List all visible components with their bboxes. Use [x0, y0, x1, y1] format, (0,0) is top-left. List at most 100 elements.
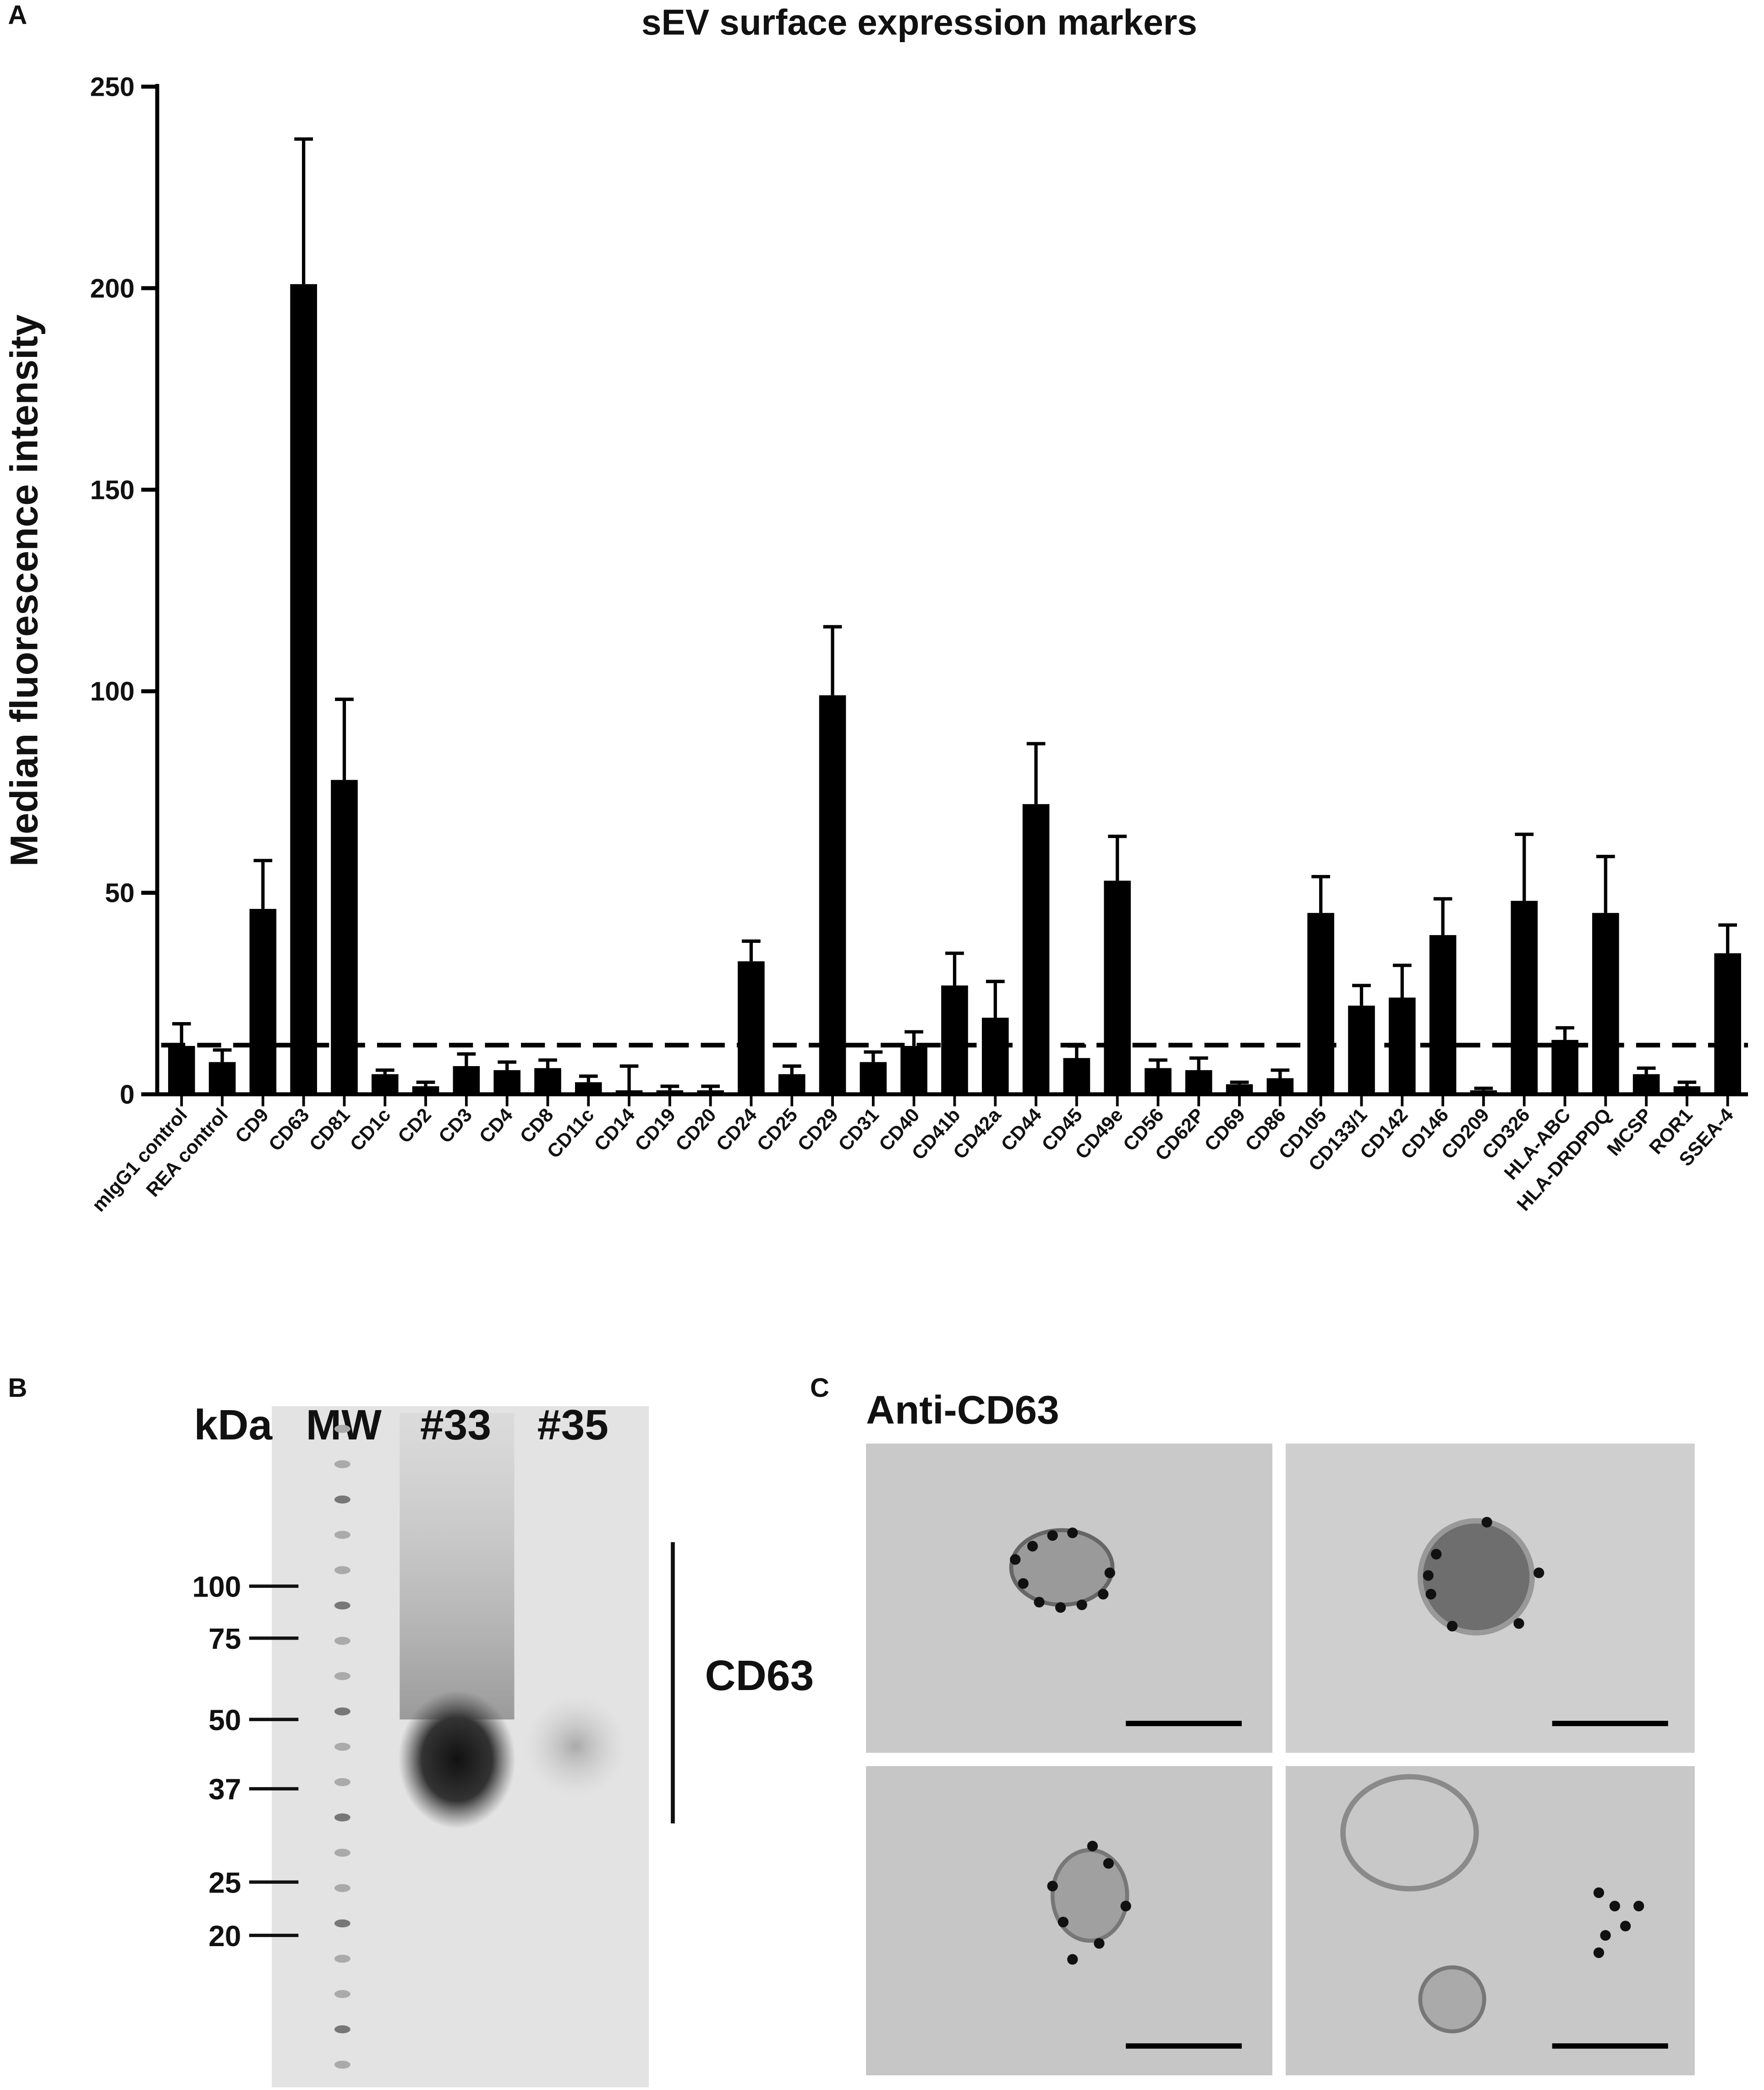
x-tick-label: CD1c [345, 1104, 394, 1155]
bar [1470, 1090, 1497, 1094]
marker-label: 20 [208, 1920, 241, 1953]
x-tick-label: CD14 [590, 1104, 639, 1155]
ladder-band [334, 1813, 351, 1822]
x-tick-label: CD3 [434, 1104, 476, 1147]
ladder-band [334, 1531, 351, 1539]
bar [1348, 1006, 1375, 1094]
panel-label: C [810, 1373, 829, 1403]
ladder-band [334, 1566, 351, 1575]
micrograph [1286, 1766, 1695, 2075]
x-tick-label: CD4 [475, 1104, 517, 1147]
ladder-band [334, 2060, 351, 2069]
bar [1226, 1084, 1253, 1094]
smear [400, 1413, 515, 1720]
bar [208, 1062, 236, 1094]
band [398, 1690, 516, 1829]
y-tick-label: 200 [90, 274, 135, 303]
bar [371, 1074, 399, 1094]
y-tick-label: 150 [90, 475, 135, 505]
micrograph [1286, 1443, 1695, 1753]
micrograph-title: Anti-CD63 [866, 1388, 1059, 1432]
bar [615, 1090, 643, 1094]
bar [1022, 804, 1050, 1094]
x-tick-label: CD19 [630, 1104, 679, 1155]
x-tick-label: CD81 [305, 1104, 354, 1155]
bar [697, 1090, 724, 1094]
y-tick-label: 100 [90, 677, 135, 706]
ladder-band [334, 1601, 351, 1610]
x-tick-label: CD31 [834, 1104, 883, 1155]
bar [1714, 953, 1742, 1094]
bar [168, 1046, 195, 1094]
x-tick-label: CD24 [712, 1104, 761, 1155]
bar [941, 985, 968, 1094]
bar [981, 1018, 1009, 1094]
ladder-band [334, 1495, 351, 1504]
bar [1185, 1070, 1212, 1094]
bar [249, 908, 277, 1094]
x-tick-label: CD20 [671, 1104, 720, 1155]
bar [1673, 1086, 1701, 1094]
bar [1511, 901, 1538, 1094]
bar [412, 1086, 439, 1094]
x-tick-label: CD44 [997, 1104, 1046, 1155]
lane-label: kDa [194, 1401, 273, 1449]
bar [1145, 1068, 1172, 1094]
y-tick-label: 50 [105, 878, 135, 908]
y-tick-label: 250 [90, 72, 135, 102]
marker-label: 25 [208, 1866, 241, 1899]
bar [575, 1082, 602, 1094]
panel-label: B [8, 1373, 27, 1403]
lane-label: MW [306, 1401, 382, 1449]
lane-label: #33 [420, 1401, 491, 1449]
ladder-band [334, 1672, 351, 1680]
bar [1307, 913, 1334, 1094]
band-label: CD63 [705, 1652, 814, 1699]
ladder-band [334, 1990, 351, 1998]
ladder-band [334, 2025, 351, 2034]
bar [656, 1090, 684, 1094]
ladder-band [334, 1954, 351, 1963]
x-tick-label: CD63 [264, 1104, 313, 1155]
bar [819, 695, 846, 1094]
bar [290, 284, 317, 1094]
ladder-band [334, 1707, 351, 1716]
bar [1429, 935, 1457, 1094]
marker-label: 75 [208, 1622, 241, 1655]
ladder-band [334, 1919, 351, 1928]
ladder-band [334, 1743, 351, 1751]
bar [1104, 881, 1131, 1094]
ladder-band [334, 1884, 351, 1892]
ladder-band [334, 1778, 351, 1786]
ladder-band [334, 1636, 351, 1645]
bar [331, 780, 358, 1094]
marker-label: 37 [208, 1773, 241, 1806]
x-tick-label: CD2 [394, 1104, 435, 1147]
ladder-band [334, 1460, 351, 1468]
marker-label: 50 [208, 1703, 241, 1736]
micrograph [866, 1766, 1273, 2075]
bar [453, 1066, 480, 1094]
bar [493, 1070, 520, 1094]
ladder-band [334, 1849, 351, 1857]
lane-label: #35 [537, 1401, 608, 1449]
ladder-band [334, 1425, 351, 1433]
x-tick-label: MCSP [1603, 1104, 1656, 1160]
x-tick-label: CD69 [1200, 1104, 1249, 1155]
bar [860, 1062, 887, 1094]
marker-label: 100 [192, 1570, 241, 1603]
bar [900, 1046, 927, 1094]
bar [1633, 1074, 1660, 1094]
band [525, 1695, 626, 1797]
y-axis-label: Median fluorescence intensity [2, 314, 45, 866]
micrograph [866, 1443, 1273, 1753]
bar [534, 1068, 561, 1094]
x-tick-label: CD25 [752, 1104, 801, 1155]
bar [778, 1074, 805, 1094]
panel-label: A [8, 0, 27, 30]
bar [1551, 1040, 1578, 1094]
y-tick-label: 0 [120, 1080, 134, 1110]
chart-title: sEV surface expression markers [641, 2, 1197, 43]
